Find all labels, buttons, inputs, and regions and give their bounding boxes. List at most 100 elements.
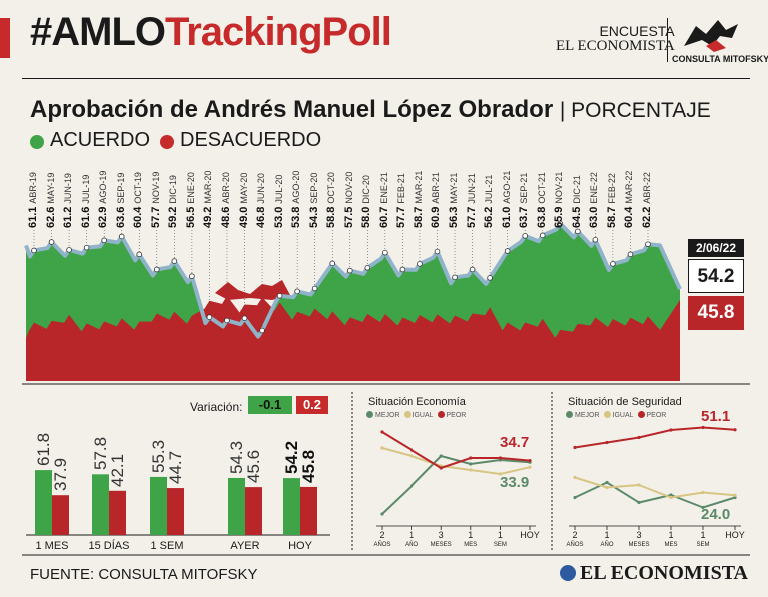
data-point bbox=[136, 251, 143, 258]
tick-main: 1 bbox=[409, 530, 415, 540]
tick-main: 1 bbox=[497, 530, 503, 540]
series-point bbox=[701, 490, 705, 495]
data-point bbox=[399, 266, 406, 273]
sec-legend-mejor: MEJOR bbox=[575, 412, 600, 419]
data-point bbox=[189, 273, 195, 280]
brand-block: ENCUESTA EL ECONOMISTA bbox=[556, 24, 675, 54]
data-point bbox=[154, 266, 160, 273]
tick-sub: MESES bbox=[430, 542, 452, 548]
sec-legend-igual: IGUAL bbox=[612, 412, 634, 419]
series-point bbox=[410, 454, 414, 458]
series-point bbox=[733, 493, 737, 497]
series-point bbox=[380, 446, 384, 450]
small-tick-label: 1 MES bbox=[656, 530, 686, 550]
small-tick-label: HOY bbox=[720, 530, 750, 540]
data-point bbox=[557, 220, 564, 227]
bar-category-label: 1 SEM bbox=[150, 540, 184, 552]
legend-desacuerdo-swatch bbox=[160, 135, 174, 149]
bar-acuerdo bbox=[228, 477, 245, 535]
small-tick-label: 3 MESES bbox=[624, 530, 654, 550]
data-point bbox=[31, 247, 37, 254]
mejor-value-label: 33.9 bbox=[500, 474, 530, 492]
brand-line1: ENCUESTA bbox=[599, 23, 675, 39]
security-legend: MEJOR IGUAL PEOR bbox=[562, 411, 666, 419]
data-point bbox=[434, 248, 441, 255]
data-point bbox=[504, 248, 511, 254]
bar-desacuerdo bbox=[167, 488, 184, 535]
peor-value-label: 34.7 bbox=[500, 433, 530, 451]
data-point bbox=[487, 275, 493, 281]
data-point bbox=[346, 267, 353, 274]
legend-desacuerdo-label: DESACUERDO bbox=[180, 129, 322, 151]
series-point bbox=[410, 448, 414, 452]
peor-value-label: 51.1 bbox=[701, 407, 731, 425]
bar-acuerdo bbox=[283, 478, 300, 535]
tick-main: 2 bbox=[572, 530, 578, 540]
data-point bbox=[101, 237, 107, 244]
series-point bbox=[469, 456, 473, 460]
tick-main: 1 bbox=[668, 530, 674, 540]
data-point bbox=[276, 292, 283, 299]
series-point bbox=[573, 445, 577, 450]
series-point bbox=[498, 456, 502, 460]
series-point bbox=[669, 495, 673, 500]
series-line-igual bbox=[574, 476, 736, 499]
variation-label: Variación: bbox=[190, 400, 243, 414]
sec-legend-peor: PEOR bbox=[646, 412, 667, 419]
series-point bbox=[637, 483, 641, 487]
series-line-mejor bbox=[574, 481, 736, 509]
econ-chart-title: Situación Economía bbox=[368, 396, 466, 408]
series-point bbox=[380, 430, 384, 434]
series-point bbox=[605, 485, 609, 490]
series-point bbox=[733, 495, 737, 500]
series-point bbox=[380, 512, 384, 516]
eagle-logo-icon bbox=[684, 20, 738, 52]
econ-legend-mejor: MEJOR bbox=[375, 412, 400, 419]
final-acuerdo-value: 54.2 bbox=[688, 259, 744, 293]
data-point bbox=[294, 288, 300, 295]
data-point bbox=[417, 261, 423, 267]
series-point bbox=[528, 459, 532, 463]
econ-legend: MEJOR IGUAL PEOR bbox=[362, 411, 466, 419]
series-point bbox=[439, 454, 443, 458]
data-point bbox=[83, 244, 90, 251]
small-tick-label: 3 MESES bbox=[426, 530, 456, 550]
series-point bbox=[573, 475, 577, 480]
tick-sub: SEM bbox=[493, 542, 507, 548]
subtitle-unit: | PORCENTAJE bbox=[559, 99, 711, 122]
title-accent-bar bbox=[0, 18, 10, 58]
tick-main: 1 bbox=[604, 530, 610, 540]
brand-separator bbox=[667, 18, 668, 62]
data-point bbox=[522, 233, 528, 239]
tick-main: HOY bbox=[520, 530, 540, 540]
data-point bbox=[206, 314, 213, 320]
bar-category-label: AYER bbox=[230, 540, 260, 552]
tick-sub: AÑOS bbox=[566, 542, 584, 548]
series-line-igual bbox=[381, 447, 531, 476]
tick-main: 1 bbox=[700, 530, 706, 540]
data-point bbox=[469, 266, 476, 273]
tick-sub: AÑO bbox=[600, 542, 614, 548]
data-point bbox=[259, 327, 265, 334]
source-note: FUENTE: CONSULTA MITOFSKY bbox=[30, 566, 258, 583]
crossover-area bbox=[215, 280, 290, 300]
series-point bbox=[701, 425, 705, 430]
data-point bbox=[645, 241, 651, 248]
tick-main: HOY bbox=[725, 530, 745, 540]
tick-sub: SEM bbox=[696, 542, 710, 548]
small-tick-label: 2 AÑOS bbox=[560, 530, 590, 550]
data-point bbox=[539, 232, 546, 239]
series-point bbox=[439, 466, 443, 470]
data-point bbox=[452, 274, 458, 281]
title-red: TrackingPoll bbox=[165, 10, 392, 54]
data-point bbox=[224, 317, 230, 324]
tick-main: 2 bbox=[379, 530, 385, 540]
bar-category-label: 15 DÍAS bbox=[88, 540, 130, 552]
variation-acuerdo: -0.1 bbox=[248, 396, 292, 414]
mejor-value-label: 24.0 bbox=[701, 505, 731, 523]
data-point bbox=[118, 233, 125, 240]
tick-sub: MESES bbox=[628, 542, 650, 548]
